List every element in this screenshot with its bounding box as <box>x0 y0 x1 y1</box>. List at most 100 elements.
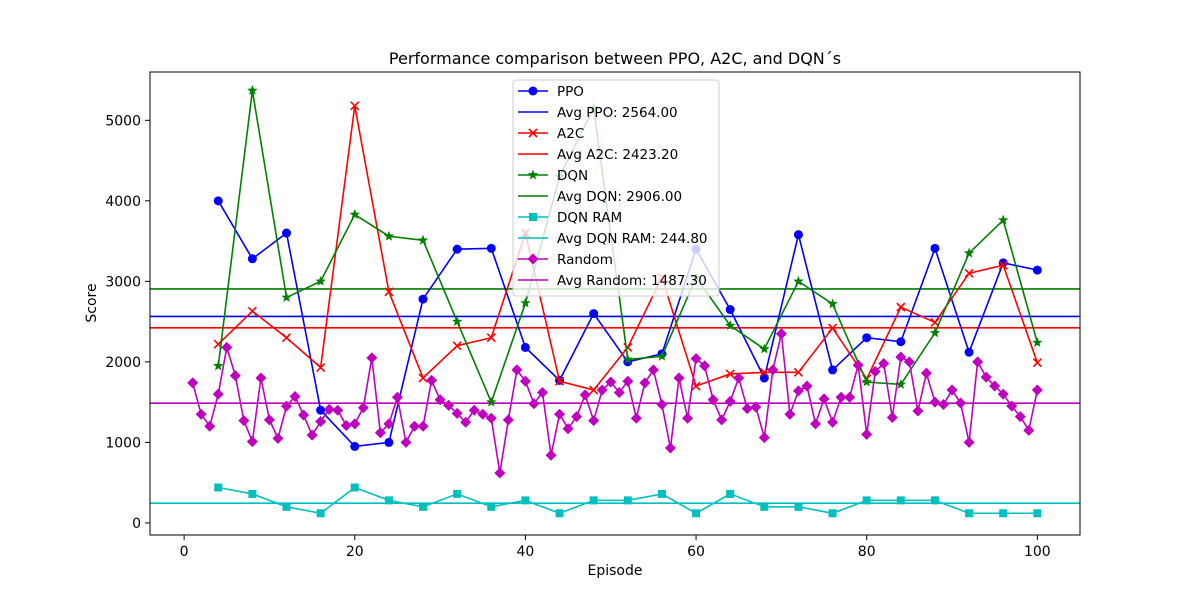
legend-entry-avg-ppo: Avg PPO: 2564.00 <box>518 105 678 121</box>
data-point-random <box>639 377 651 389</box>
data-point-random <box>972 356 984 368</box>
data-point-random <box>187 377 199 389</box>
data-point-random <box>417 420 429 432</box>
data-point-random <box>195 408 207 420</box>
data-point-ppo <box>759 373 769 383</box>
y-axis: 0 1000 2000 3000 4000 5000 <box>105 113 150 532</box>
legend-label: Avg DQN RAM: 244.80 <box>557 231 708 247</box>
data-point-dqn <box>656 350 668 361</box>
data-point-random <box>451 407 463 419</box>
data-point-ppo <box>350 441 360 451</box>
data-point-dqn <box>213 360 224 371</box>
data-point-a2c <box>316 362 326 373</box>
data-point-random <box>468 404 480 416</box>
legend-entry-ppo: PPO <box>518 84 584 100</box>
legend-entry-avg-a2c: Avg A2C: 2423.20 <box>518 147 678 163</box>
data-point-random <box>1006 400 1018 412</box>
data-point-random <box>613 386 625 398</box>
data-point-random <box>690 353 702 365</box>
data-point-random <box>724 395 736 407</box>
data-point-ppo <box>862 333 872 343</box>
data-point-dqn-ram <box>555 509 564 518</box>
data-point-a2c <box>896 302 906 312</box>
data-point-random <box>391 391 403 403</box>
y-tick-label: 0 <box>132 516 141 532</box>
data-point-random <box>716 414 728 426</box>
data-point-random <box>536 386 548 398</box>
data-point-ppo <box>896 337 906 347</box>
data-point-random <box>554 408 566 420</box>
data-point-ppo <box>1032 265 1042 275</box>
data-point-random <box>238 415 250 427</box>
data-point-random <box>878 357 890 369</box>
data-point-dqn <box>929 327 941 338</box>
data-point-random <box>272 432 284 444</box>
data-point-dqn-ram <box>248 489 257 498</box>
data-point-random <box>374 427 386 439</box>
data-point-random <box>946 384 958 396</box>
data-point-random <box>494 467 506 479</box>
legend-label: Avg DQN: 2906.00 <box>557 189 682 205</box>
legend-label: PPO <box>557 84 584 100</box>
legend-label: DQN RAM <box>557 210 622 226</box>
data-point-random <box>929 396 941 408</box>
data-point-random <box>212 388 224 400</box>
y-tick-label: 3000 <box>105 274 141 290</box>
y-axis-label: Score <box>84 283 100 322</box>
data-point-random <box>596 384 608 396</box>
x-axis-label: Episode <box>588 563 643 579</box>
data-point-random <box>408 420 420 432</box>
data-point-random <box>400 436 412 448</box>
data-point-dqn-ram <box>999 509 1008 518</box>
data-point-dqn-ram <box>350 483 359 492</box>
data-point-dqn <box>827 298 838 309</box>
data-point-dqn <box>963 247 975 258</box>
legend-entry-dqn-ram: DQN RAM <box>518 210 622 226</box>
data-point-random <box>605 376 617 388</box>
data-point-ppo <box>793 230 803 240</box>
data-point-random <box>827 416 839 428</box>
data-point-ppo <box>725 305 735 315</box>
data-point-dqn-ram <box>726 489 735 498</box>
data-point-random <box>955 397 967 409</box>
data-point-random <box>707 394 719 406</box>
legend-marker <box>527 253 539 265</box>
data-point-dqn-ram <box>419 502 428 511</box>
data-point-random <box>1031 384 1043 396</box>
data-point-random <box>818 393 830 405</box>
data-point-dqn-ram <box>862 496 871 505</box>
data-point-random <box>937 399 949 411</box>
data-point-a2c <box>759 367 769 377</box>
data-point-random <box>298 409 310 421</box>
data-point-random <box>511 364 523 376</box>
data-point-a2c <box>691 381 701 391</box>
data-point-random <box>997 388 1009 400</box>
data-point-random <box>886 411 898 423</box>
data-point-a2c <box>725 369 735 379</box>
data-point-random <box>519 375 531 387</box>
data-point-random <box>562 423 574 435</box>
data-point-a2c <box>384 287 394 297</box>
data-point-a2c <box>486 333 496 343</box>
data-point-random <box>528 398 540 410</box>
data-point-random <box>571 411 583 423</box>
data-point-random <box>502 414 514 426</box>
legend-label: DQN <box>557 168 588 184</box>
data-point-dqn <box>451 316 463 327</box>
data-point-random <box>980 371 992 383</box>
data-point-dqn-ram <box>828 509 837 518</box>
data-point-ppo <box>964 347 974 357</box>
data-point-ppo <box>384 437 394 447</box>
data-point-ppo <box>418 294 428 304</box>
data-point-dqn-ram <box>657 489 666 498</box>
data-point-a2c <box>793 367 804 377</box>
data-point-random <box>434 394 446 406</box>
data-point-random <box>673 372 685 384</box>
data-point-random <box>903 356 915 368</box>
data-point-random <box>792 385 804 397</box>
data-point-random <box>221 341 233 353</box>
chart-title: Performance comparison between PPO, A2C,… <box>389 49 841 68</box>
legend-entry-dqn: DQN <box>518 168 588 184</box>
data-point-random <box>323 403 335 415</box>
data-point-random <box>443 399 455 411</box>
